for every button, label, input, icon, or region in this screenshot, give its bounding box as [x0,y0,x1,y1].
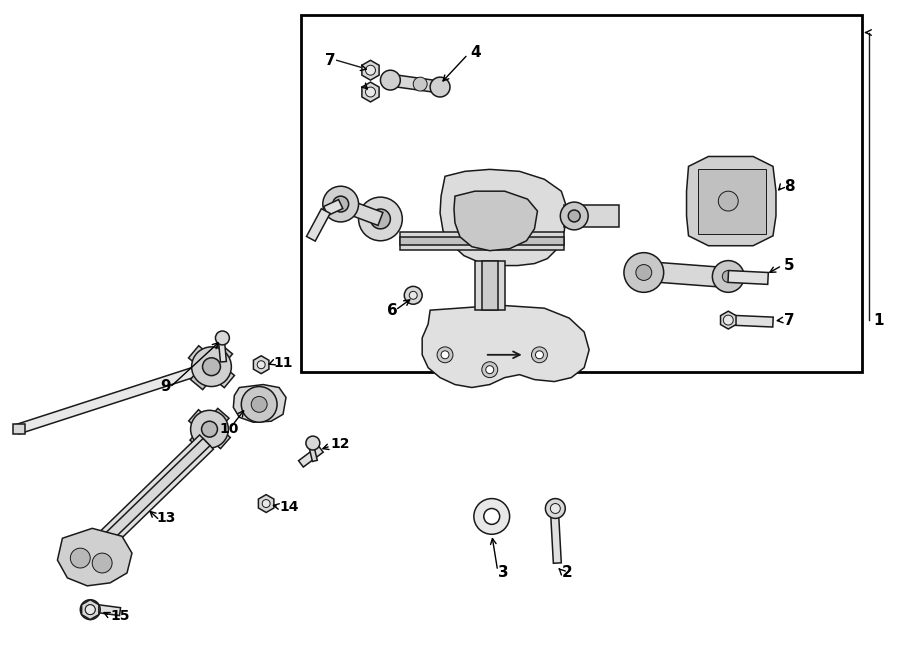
Circle shape [371,209,391,229]
Polygon shape [422,305,590,387]
Circle shape [486,365,494,373]
Circle shape [192,347,231,387]
Polygon shape [16,365,203,434]
Polygon shape [189,410,230,449]
Circle shape [713,261,744,293]
Polygon shape [400,237,564,245]
Polygon shape [254,355,269,373]
Polygon shape [390,74,441,93]
Polygon shape [99,438,210,547]
Text: 12: 12 [330,437,350,451]
Circle shape [404,287,422,305]
Circle shape [624,253,663,293]
Text: 1: 1 [873,312,884,328]
Polygon shape [82,600,99,620]
Circle shape [251,397,267,412]
Polygon shape [324,199,343,216]
Circle shape [241,387,277,422]
Circle shape [723,271,734,283]
Polygon shape [440,169,567,265]
Circle shape [358,197,402,241]
Polygon shape [687,156,776,246]
Text: 5: 5 [784,258,795,273]
Polygon shape [400,232,564,250]
Circle shape [561,202,588,230]
Circle shape [365,66,375,75]
Circle shape [92,553,112,573]
Circle shape [306,436,319,450]
Circle shape [551,504,561,514]
Polygon shape [362,60,379,80]
Text: 8: 8 [784,179,795,194]
Polygon shape [95,435,213,550]
Polygon shape [551,508,562,563]
Circle shape [545,498,565,518]
Text: 4: 4 [470,45,481,60]
Polygon shape [362,82,379,102]
Circle shape [482,361,498,377]
Circle shape [257,361,266,369]
Circle shape [536,351,544,359]
Text: 15: 15 [110,608,130,622]
Circle shape [381,70,400,90]
Circle shape [202,421,218,437]
Bar [698,169,766,234]
Circle shape [191,410,229,448]
Text: 7: 7 [325,53,336,68]
Polygon shape [721,311,736,329]
Circle shape [202,357,220,375]
Circle shape [70,548,90,568]
Polygon shape [728,271,769,285]
Circle shape [413,77,428,91]
Polygon shape [258,495,274,512]
Polygon shape [307,209,330,241]
Circle shape [86,604,95,614]
Circle shape [323,186,358,222]
Polygon shape [233,385,286,422]
Circle shape [410,291,418,299]
Polygon shape [58,528,132,586]
Polygon shape [454,191,537,251]
Polygon shape [299,446,323,467]
Circle shape [430,77,450,97]
Circle shape [215,331,230,345]
Text: 13: 13 [157,512,176,526]
Circle shape [635,265,652,281]
Circle shape [80,600,100,620]
Text: 10: 10 [220,422,238,436]
Polygon shape [13,424,24,434]
Circle shape [724,315,733,325]
Polygon shape [564,205,619,227]
Circle shape [474,498,509,534]
Text: 2: 2 [562,565,572,581]
Text: 9: 9 [160,379,170,394]
Circle shape [437,347,453,363]
Circle shape [333,196,348,212]
Circle shape [532,347,547,363]
Polygon shape [728,315,773,327]
Text: 7: 7 [784,312,795,328]
Polygon shape [90,604,121,616]
Polygon shape [482,261,498,310]
Circle shape [568,210,580,222]
Polygon shape [190,408,229,450]
Polygon shape [338,197,382,226]
Polygon shape [219,340,227,362]
Circle shape [262,500,270,508]
Circle shape [441,351,449,359]
Text: 6: 6 [387,303,398,318]
Text: 14: 14 [279,500,299,514]
Circle shape [718,191,738,211]
Circle shape [365,87,375,97]
Polygon shape [309,444,318,461]
Circle shape [86,604,95,614]
Polygon shape [191,344,232,390]
Polygon shape [188,346,235,388]
Polygon shape [475,261,505,310]
Text: 3: 3 [498,565,508,581]
Text: 11: 11 [273,355,292,370]
Bar [301,15,862,371]
Polygon shape [633,261,739,289]
Circle shape [484,508,500,524]
